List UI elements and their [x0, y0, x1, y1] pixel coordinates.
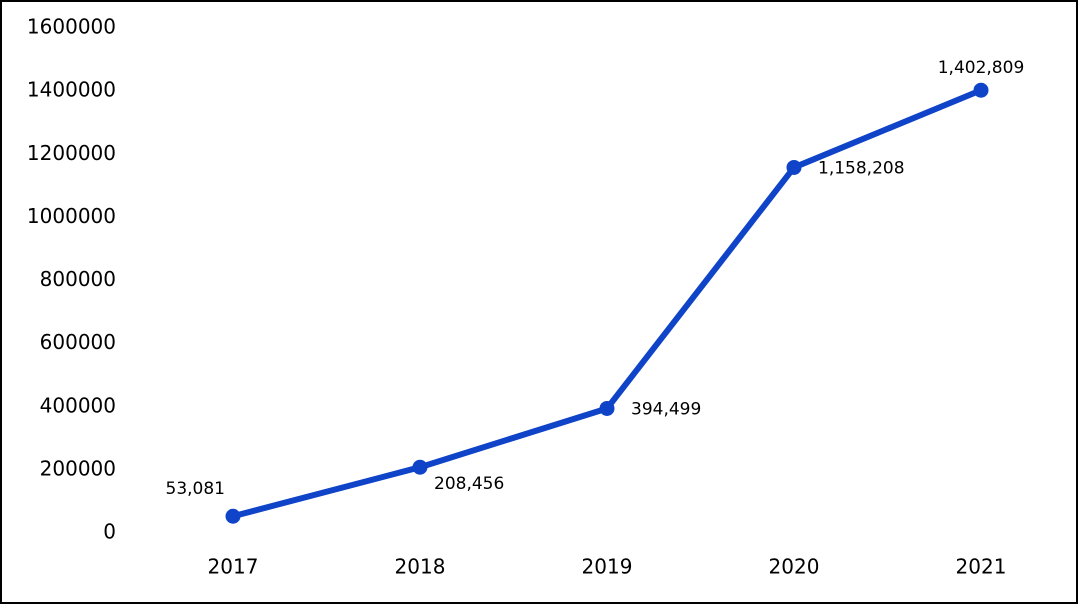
data-label: 208,456	[434, 474, 504, 494]
point	[412, 459, 428, 475]
data-label: 53,081	[166, 479, 225, 499]
x-tick-label: 2017	[208, 555, 259, 579]
x-tick-label: 2019	[582, 555, 633, 579]
y-tick-label: 0	[103, 520, 116, 544]
x-tick-label: 2018	[395, 555, 446, 579]
y-tick-label: 800000	[40, 267, 116, 291]
y-tick-label: 400000	[40, 393, 116, 417]
y-tick-label: 1200000	[27, 141, 116, 165]
data-label: 394,499	[631, 399, 701, 419]
data-label: 1,402,809	[938, 58, 1025, 78]
point	[225, 508, 241, 524]
point	[786, 159, 802, 175]
point	[599, 400, 615, 416]
y-tick-label: 1400000	[27, 78, 116, 102]
point	[973, 82, 989, 98]
y-tick-label: 600000	[40, 330, 116, 354]
data-label: 1,158,208	[818, 158, 905, 178]
y-tick-label: 200000	[40, 456, 116, 480]
x-tick-label: 2021	[956, 555, 1007, 579]
y-tick-label: 1600000	[27, 15, 116, 39]
y-tick-label: 1000000	[27, 204, 116, 228]
x-tick-label: 2020	[769, 555, 820, 579]
